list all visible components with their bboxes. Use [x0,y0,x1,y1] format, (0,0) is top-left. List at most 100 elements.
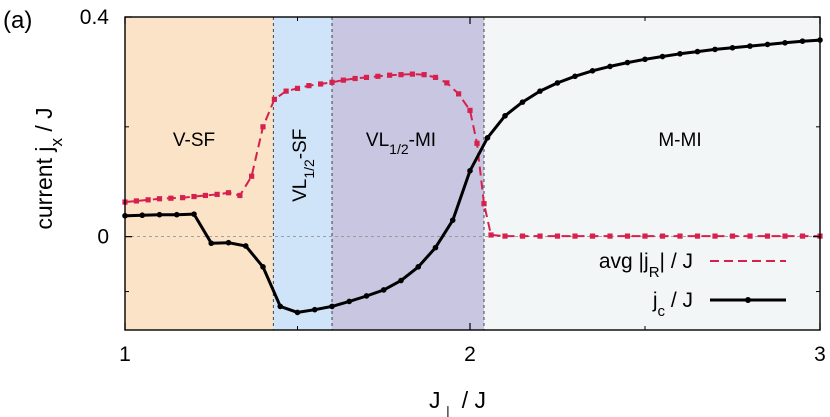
series-0-point-7 [202,192,208,199]
series-1-point-30 [642,56,648,63]
series-0-point-49 [764,233,771,239]
series-0-point-3 [156,196,163,202]
y-axis-label: current jx / J [31,107,66,229]
phase-regions: V-SF VL1/2-SF VL1/2-MI M-MI [125,17,820,330]
series-1-point-8 [260,264,266,270]
series-0-point-22 [375,73,381,79]
series-0-point-28 [444,80,450,86]
series-1-point-19 [449,217,456,223]
series-1-point-37 [764,41,771,48]
legend-marker-1 [745,297,751,303]
series-1-point-29 [624,59,631,66]
series-1-point-25 [554,80,561,86]
series-1-point-6 [225,239,232,246]
series-0-point-14 [283,88,289,94]
series-0-point-24 [398,72,404,78]
series-1-point-36 [747,43,753,49]
region-label-1: VL1/2-SF [290,129,317,202]
series-1-point-2 [156,211,163,218]
series-0-point-47 [729,233,736,239]
series-0-point-13 [271,96,277,102]
series-0-point-37 [554,233,561,239]
series-1-point-4 [191,211,197,217]
series-0-point-23 [387,72,393,78]
y-tick-label-1: 0.4 [80,6,110,29]
series-0-point-36 [537,233,543,239]
series-0-point-32 [481,201,487,207]
series-0-point-5 [180,195,186,201]
series-1-point-32 [677,50,683,57]
series-0-point-17 [318,81,324,87]
series-0-point-35 [519,233,526,239]
series-1-point-5 [208,240,215,247]
x-tick-label-1: 2 [464,343,476,366]
series-1-point-18 [432,244,439,251]
panel-label: (a) [3,7,32,34]
series-1-point-27 [589,68,596,74]
series-1-point-31 [659,53,666,60]
series-1-point-21 [484,135,491,141]
series-0-point-33 [488,232,494,238]
series-0-point-30 [467,107,473,113]
series-0-point-45 [694,233,701,239]
series-1-point-28 [607,63,613,70]
data-series [122,37,823,316]
series-0-point-26 [421,72,427,78]
series-0-point-10 [237,192,243,199]
series-0-point-9 [225,190,232,196]
series-1-point-14 [363,293,370,299]
series-0-point-21 [363,74,370,81]
axes: 1 2 3 0 0.4 J⊥ / J current jx / J [31,6,826,417]
series-0-point-27 [432,74,439,81]
series-0-point-1 [133,198,139,204]
region-label-3: M-MI [658,130,701,151]
series-0-point-8 [214,191,220,197]
series-0-point-43 [659,233,666,239]
series-0-point-20 [352,75,358,82]
series-1-point-17 [415,264,422,270]
series-1-point-10 [294,309,301,316]
series-0-point-51 [799,233,806,239]
series-0-point-19 [340,77,346,83]
series-1-point-20 [467,167,473,174]
series-0-point-6 [191,193,197,200]
region-label-2: VL1/2-MI [366,130,436,157]
series-1-point-24 [537,88,543,94]
series-1-point-3 [173,211,180,218]
series-1-point-7 [242,243,249,249]
series-0-point-48 [747,233,753,239]
series-1-point-26 [572,73,578,80]
series-1-point-22 [502,113,508,119]
series-1-point-13 [346,298,353,305]
series-0-point-2 [145,197,151,203]
series-1-point-16 [398,277,404,284]
series-0-point-41 [624,233,631,239]
series-0-point-18 [329,79,335,85]
x-axis-label: J⊥ / J [429,387,486,417]
x-tick-label-0: 1 [119,343,131,366]
series-1-point-1 [139,212,146,219]
plot-frame [124,16,821,331]
series-1-point-38 [782,40,788,46]
series-0-point-39 [589,233,596,239]
series-0-point-34 [502,233,508,239]
region-1 [273,17,332,330]
series-0-point-4 [168,195,174,201]
series-0-point-38 [572,233,578,239]
series-1-point-39 [799,38,806,44]
series-1-point-34 [712,46,718,53]
series-1-point-35 [729,44,736,51]
legend-label-0: avg |jR| / J [599,250,693,281]
series-0-point-40 [607,233,613,239]
series-1-point-23 [519,99,526,105]
series-1-point-33 [694,48,701,55]
y-tick-label-0: 0 [97,226,109,249]
region-2 [332,17,484,330]
legend-label-1: jc / J [652,289,693,320]
series-0-point-29 [456,91,462,97]
series-0-point-42 [642,233,648,239]
series-1-point-9 [277,303,284,310]
x-tick-label-2: 3 [814,343,826,366]
legend: avg |jR| / J jc / J [599,250,786,320]
